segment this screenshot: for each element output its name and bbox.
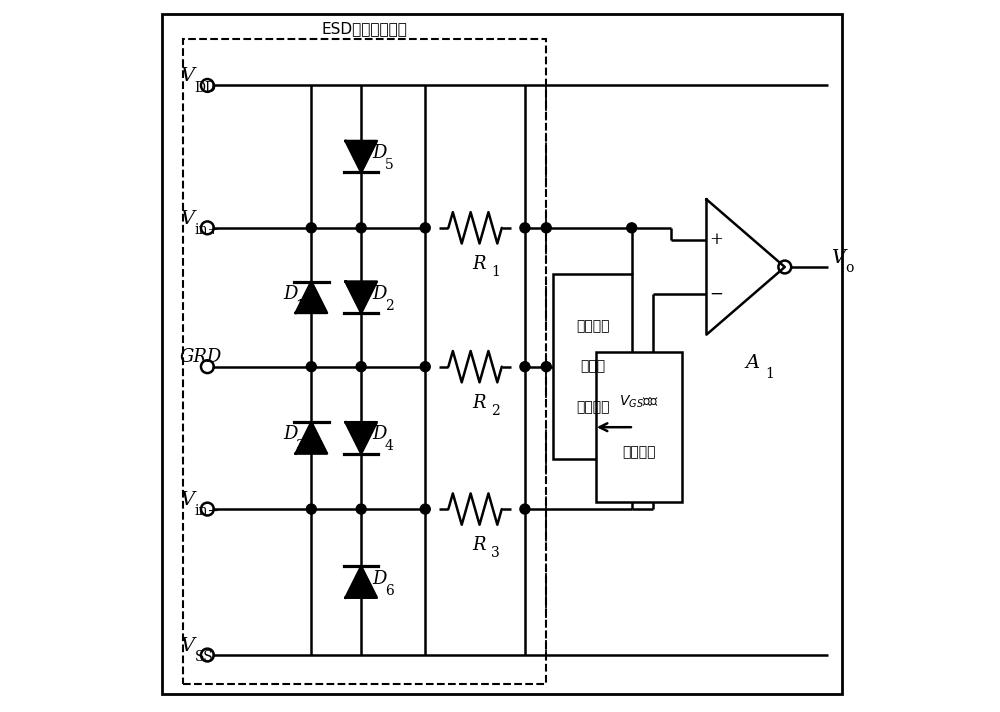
Polygon shape [296, 422, 327, 454]
Circle shape [520, 223, 530, 233]
Text: DD: DD [195, 80, 217, 95]
Polygon shape [345, 141, 377, 172]
Text: D: D [372, 425, 386, 444]
Text: 1: 1 [491, 265, 500, 279]
Text: V: V [180, 491, 194, 509]
Circle shape [541, 223, 551, 233]
Bar [553, 274, 632, 459]
Circle shape [306, 504, 316, 514]
Text: 3: 3 [491, 546, 500, 560]
Bar [183, 39, 546, 684]
Circle shape [520, 504, 530, 514]
Text: o: o [845, 261, 854, 276]
Circle shape [420, 504, 430, 514]
Circle shape [627, 223, 637, 233]
Text: 互补源级: 互补源级 [576, 319, 609, 333]
Polygon shape [345, 422, 377, 454]
Bar [596, 352, 682, 502]
Text: R: R [472, 536, 485, 554]
Text: 跟随器: 跟随器 [580, 360, 605, 374]
Text: $V_{GS}$校准: $V_{GS}$校准 [619, 394, 659, 410]
Circle shape [306, 223, 316, 233]
Text: V: V [831, 249, 845, 268]
Polygon shape [345, 281, 377, 313]
Text: 1: 1 [296, 299, 305, 313]
Circle shape [356, 504, 366, 514]
Text: in−: in− [195, 504, 220, 518]
Text: A: A [746, 354, 760, 372]
Text: SS: SS [195, 650, 213, 664]
Circle shape [356, 362, 366, 372]
Text: 电路模块: 电路模块 [622, 446, 656, 460]
Text: D: D [372, 285, 386, 303]
Text: 1: 1 [766, 367, 774, 381]
Text: 2: 2 [491, 404, 500, 418]
Text: D: D [283, 285, 297, 303]
Circle shape [356, 223, 366, 233]
Text: 4: 4 [385, 439, 394, 454]
Circle shape [420, 223, 430, 233]
Text: 6: 6 [385, 584, 393, 597]
Text: +: + [710, 231, 723, 248]
Circle shape [520, 362, 530, 372]
Text: V: V [180, 637, 194, 655]
Circle shape [541, 362, 551, 372]
Polygon shape [296, 281, 327, 313]
Text: D: D [372, 144, 386, 162]
Text: GRD: GRD [180, 348, 222, 367]
Text: R: R [472, 255, 485, 273]
Text: R: R [472, 394, 485, 412]
Text: 2: 2 [385, 299, 393, 313]
Polygon shape [345, 567, 377, 598]
Text: −: − [710, 286, 723, 303]
Text: V: V [180, 67, 194, 85]
Text: 电路模块: 电路模块 [576, 400, 609, 414]
Text: 3: 3 [296, 439, 304, 454]
Text: D: D [283, 425, 297, 444]
Text: in+: in+ [195, 223, 220, 237]
Text: V: V [180, 209, 194, 228]
Text: ESD保护电路模块: ESD保护电路模块 [322, 21, 408, 36]
Text: 5: 5 [385, 158, 393, 172]
Circle shape [420, 362, 430, 372]
Circle shape [306, 362, 316, 372]
Text: D: D [372, 570, 386, 587]
